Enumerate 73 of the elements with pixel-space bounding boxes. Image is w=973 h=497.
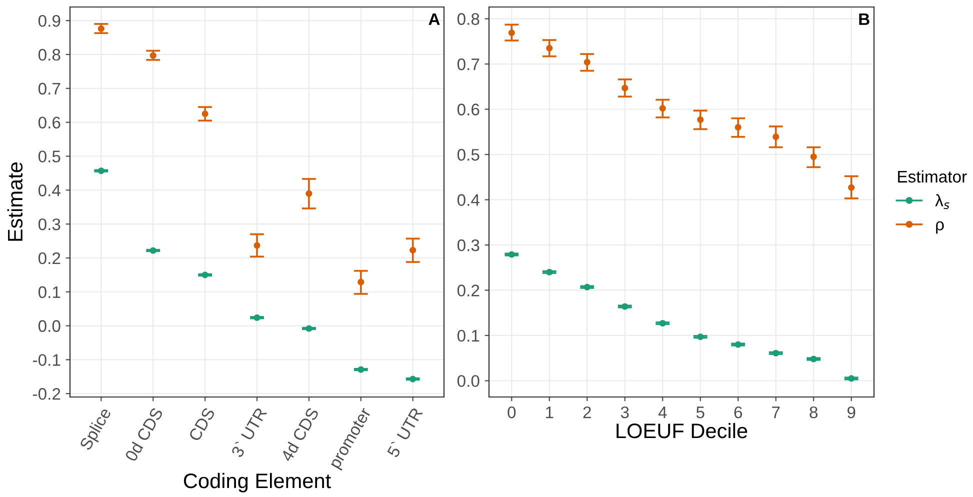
- point: [98, 25, 104, 32]
- point: [150, 247, 156, 254]
- y-tick-label: 0.7: [38, 82, 60, 95]
- x-tick-label: 9: [848, 406, 856, 418]
- point: [508, 29, 515, 36]
- point: [734, 124, 742, 131]
- y-tick-label: 0.7: [457, 58, 480, 70]
- y-tick-label: 0.1: [457, 330, 480, 342]
- point: [306, 325, 312, 332]
- y-tick-label: 0.8: [38, 48, 60, 61]
- y-tick-label: 0.5: [457, 148, 480, 161]
- x-tick-label: 6: [734, 406, 742, 418]
- y-tick-label: -0.2: [32, 388, 60, 400]
- y-tick-label: 0.6: [457, 104, 480, 116]
- y-tick-label: 0.1: [38, 286, 60, 298]
- y-tick-label: -0.1: [32, 354, 60, 366]
- point: [98, 168, 104, 174]
- x-tick-label: 3: [620, 406, 629, 418]
- y-tick-label: 0.3: [38, 218, 60, 230]
- y-tick-label: 0.8: [457, 13, 480, 25]
- x-axis-title: Coding Element: [184, 472, 331, 492]
- point: [810, 153, 817, 160]
- point: [508, 251, 515, 258]
- x-tick-label: 5: [696, 406, 704, 418]
- point: [622, 303, 628, 310]
- point: [734, 341, 742, 348]
- point: [697, 116, 704, 123]
- y-tick-label: 0.5: [38, 150, 60, 162]
- y-tick-label: 0.4: [38, 184, 60, 196]
- point: [622, 84, 628, 92]
- point: [810, 356, 817, 362]
- point: [306, 190, 312, 197]
- y-tick-label: 0.2: [38, 252, 60, 264]
- y-tick-label: 0.2: [457, 284, 480, 296]
- y-tick-label: 0.4: [457, 194, 480, 206]
- y-axis-title: Estimate: [7, 162, 23, 241]
- point: [772, 134, 780, 140]
- point: [358, 278, 364, 286]
- x-axis-title: LOEUF Decile: [616, 422, 748, 438]
- point: [410, 246, 416, 254]
- x-tick-label: 0: [508, 406, 516, 418]
- annotation: A: [428, 13, 440, 25]
- point: [584, 58, 590, 66]
- legend-title: Estimator: [898, 170, 967, 183]
- y-tick-label: 0.6: [38, 116, 60, 129]
- point: [659, 320, 666, 327]
- point: [358, 366, 364, 373]
- x-tick-label: 1: [546, 406, 554, 418]
- y-tick-label: 0.0: [457, 375, 480, 387]
- x-tick-label: 4: [658, 406, 667, 418]
- point: [254, 242, 260, 249]
- point: [150, 52, 156, 59]
- x-tick-label: 8: [810, 406, 818, 418]
- point: [202, 272, 208, 278]
- point: [772, 350, 780, 356]
- y-tick-label: 0.9: [38, 14, 60, 27]
- x-tick-label: 2: [583, 406, 591, 418]
- point: [697, 334, 704, 340]
- legend-label: λ$_{s}$: [935, 194, 950, 210]
- point: [584, 284, 590, 290]
- point: [202, 110, 208, 118]
- legend-label: ρ: [936, 221, 944, 234]
- point: [659, 105, 666, 112]
- point: [546, 44, 553, 52]
- point: [410, 376, 416, 382]
- annotation: B: [859, 13, 870, 25]
- point: [254, 314, 260, 321]
- point: [546, 268, 553, 276]
- point: [848, 184, 855, 191]
- y-tick-label: 0.0: [38, 320, 60, 332]
- x-tick-label: 7: [772, 406, 780, 418]
- point: [848, 375, 855, 382]
- y-tick-label: 0.3: [457, 239, 480, 252]
